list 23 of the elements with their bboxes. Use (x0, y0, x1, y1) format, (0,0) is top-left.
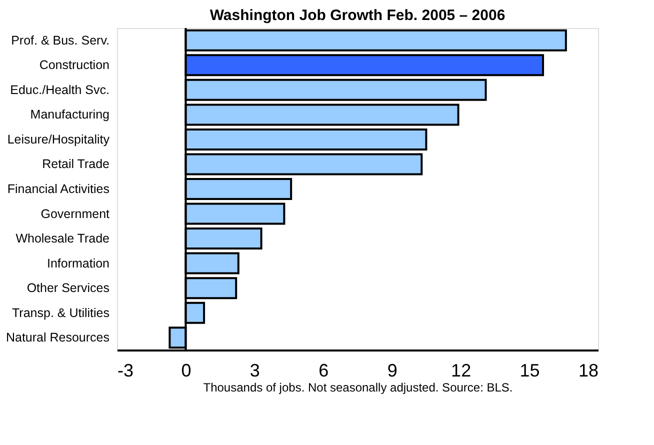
x-axis-title: Thousands of jobs. Not seasonally adjusted. Source: BLS. (203, 380, 513, 394)
y-tick-label: Government (40, 206, 110, 221)
y-tick-label: Construction (39, 58, 110, 72)
y-tick-label: Leisure/Hospitality (7, 132, 110, 146)
x-tick-label: 18 (578, 360, 598, 380)
y-tick-label: Educ./Health Svc. (10, 82, 110, 97)
y-tick-label: Financial Activities (7, 182, 110, 196)
y-tick-label: Information (46, 256, 110, 270)
x-tick-label: -3 (118, 360, 134, 380)
y-tick-label: Other Services (26, 281, 110, 296)
chart-title: Washington Job Growth Feb. 2005 – 2006 (210, 7, 506, 24)
x-tick-label: 15 (520, 360, 540, 380)
y-tick-label: Transp. & Utilities (12, 306, 110, 320)
y-tick-label: Wholesale Trade (16, 232, 110, 246)
x-tick-label: 9 (387, 360, 398, 380)
y-tick-label: Prof. & Bus. Serv. (11, 33, 110, 48)
x-tick-label: 0 (181, 360, 192, 380)
x-tick-label: 12 (451, 360, 472, 380)
x-tick-label: 6 (318, 360, 329, 380)
y-tick-label: Natural Resources (6, 330, 110, 345)
y-tick-label: Manufacturing (30, 108, 110, 122)
x-tick-label: 3 (250, 360, 260, 380)
y-tick-label: Retail Trade (42, 157, 110, 172)
